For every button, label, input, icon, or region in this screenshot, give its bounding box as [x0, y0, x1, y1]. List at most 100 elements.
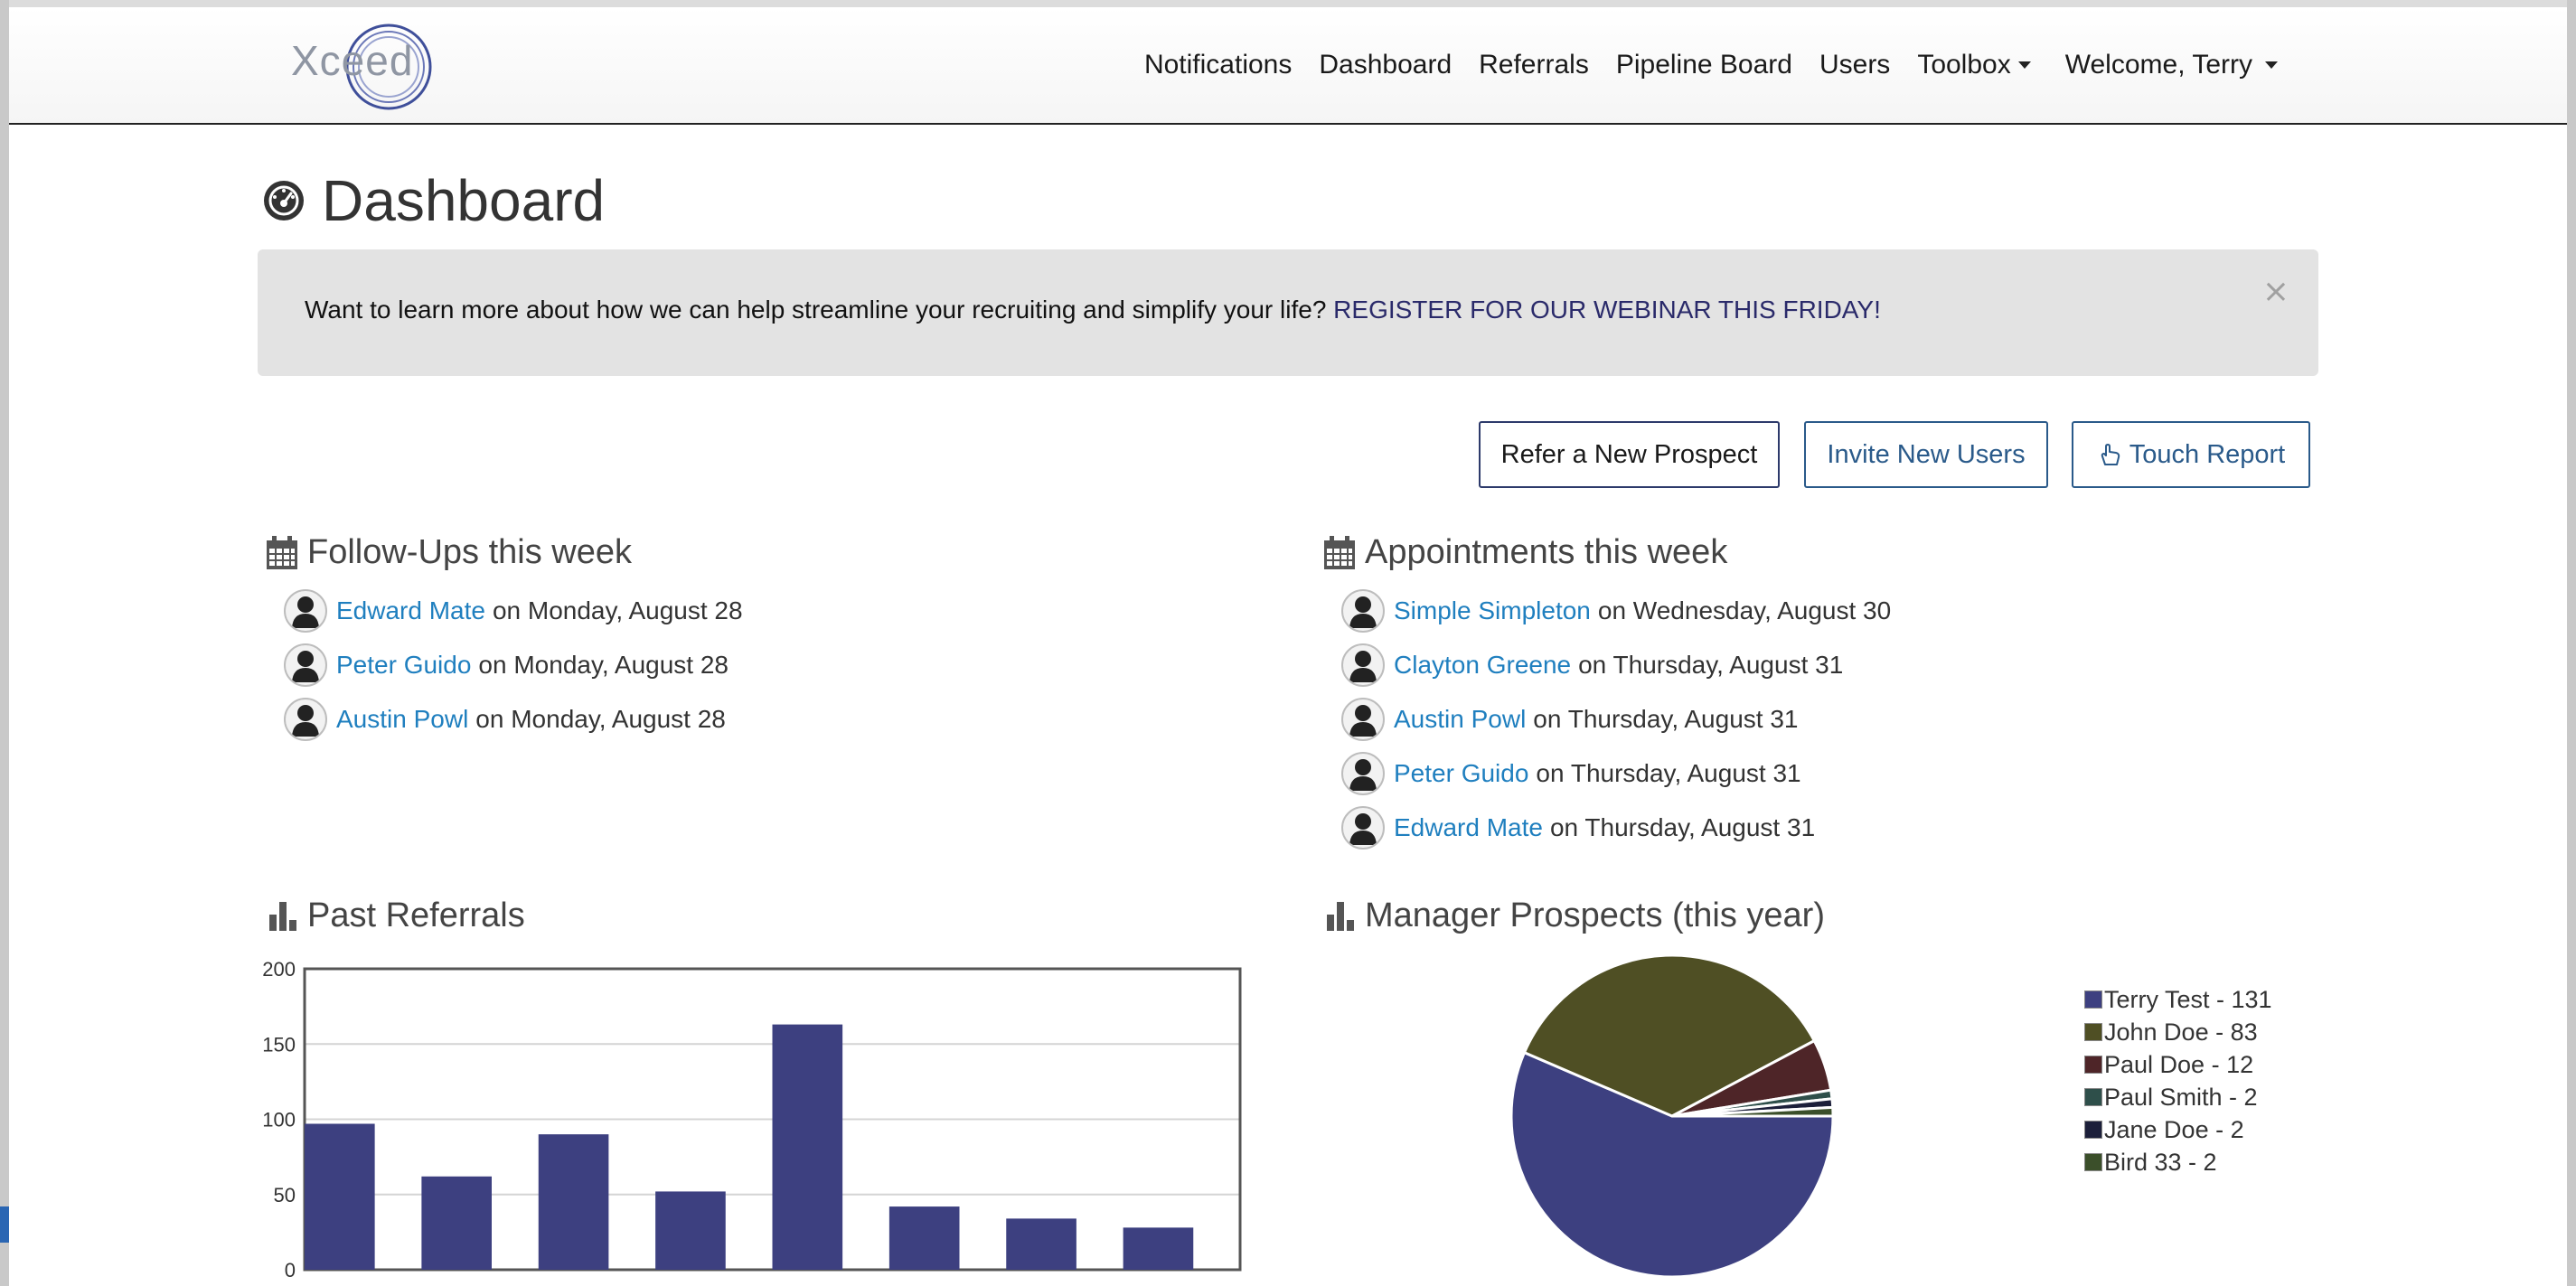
- alert-text: Want to learn more about how we can help…: [305, 296, 1327, 324]
- y-tick-label: 150: [262, 1033, 296, 1056]
- calendar-icon: [1324, 535, 1355, 569]
- prospect-name-link[interactable]: Edward Mate: [336, 596, 485, 624]
- past-referrals-chart: 0 50 100 150 200: [262, 958, 1242, 1281]
- bar: [772, 1024, 843, 1270]
- appointments-list: Simple Simpleton on Wednesday, August 30 C…: [1341, 584, 1891, 855]
- window-left-border: [0, 0, 9, 1286]
- top-navbar: Xceed Notifications Dashboard Referrals …: [9, 7, 2567, 125]
- hand-pointer-icon: [2101, 444, 2120, 465]
- user-avatar-icon: [1349, 759, 1377, 791]
- prospect-name-link[interactable]: Clayton Greene: [1394, 651, 1572, 679]
- past-referrals-heading: Past Referrals: [268, 896, 525, 935]
- chevron-down-icon: [2017, 61, 2031, 69]
- avatar: [284, 698, 327, 741]
- alert-message: Want to learn more about how we can help…: [305, 296, 1881, 324]
- list-item: Edward Mate on Monday, August 28: [284, 584, 743, 638]
- legend-label: John Doe - 83: [2104, 1018, 2258, 1046]
- nav-users[interactable]: Users: [1819, 50, 1891, 80]
- date-text: on Wednesday, August 30: [1597, 596, 1892, 624]
- user-avatar-icon: [292, 596, 319, 628]
- list-item: Peter Guido on Monday, August 28: [284, 638, 743, 692]
- date-text: on Thursday, August 31: [1549, 813, 1816, 841]
- calendar-icon: [267, 535, 297, 569]
- bar-chart-icon: [269, 901, 296, 931]
- y-tick-label: 50: [274, 1184, 296, 1206]
- followups-list: Edward Mate on Monday, August 28 Peter Gui…: [284, 584, 743, 746]
- prospect-name-link[interactable]: Austin Powl: [336, 705, 469, 733]
- nav-toolbox-label: Toolbox: [1917, 50, 2011, 80]
- nav-dashboard[interactable]: Dashboard: [1319, 50, 1453, 80]
- list-item: Clayton Greene on Thursday, August 31: [1341, 638, 1891, 692]
- page-title-text: Dashboard: [322, 168, 606, 233]
- bar: [421, 1176, 492, 1270]
- logo-text[interactable]: Xceed: [291, 37, 414, 84]
- nav-referrals[interactable]: Referrals: [1479, 50, 1589, 80]
- legend-label: Bird 33 - 2: [2104, 1148, 2217, 1176]
- followups-heading: Follow-Ups this week: [266, 533, 632, 572]
- past-referrals-title: Past Referrals: [307, 896, 525, 934]
- y-tick-label: 0: [285, 1259, 296, 1281]
- avatar: [1341, 698, 1385, 741]
- user-avatar-icon: [292, 651, 319, 682]
- legend-swatch: [2084, 1153, 2102, 1171]
- pie-legend: Terry Test - 131 John Doe - 83 Paul Doe - …: [2084, 983, 2272, 1178]
- avatar: [1341, 643, 1385, 687]
- legend-swatch: [2084, 1023, 2102, 1041]
- legend-swatch: [2084, 1121, 2102, 1139]
- nav-toolbox[interactable]: Toolbox: [1917, 50, 2031, 80]
- avatar: [1341, 806, 1385, 850]
- prospect-name-link[interactable]: Austin Powl: [1394, 705, 1527, 733]
- manager-prospects-heading: Manager Prospects (this year): [1325, 896, 1825, 935]
- legend-item: Terry Test - 131: [2084, 983, 2272, 1016]
- list-item: Peter Guido on Thursday, August 31: [1341, 746, 1891, 801]
- prospect-name-link[interactable]: Peter Guido: [336, 651, 472, 679]
- chevron-down-icon: [2265, 61, 2278, 69]
- avatar: [284, 589, 327, 633]
- close-icon[interactable]: ×: [2261, 273, 2289, 310]
- window-edge-highlight: [0, 1206, 9, 1243]
- followups-title: Follow-Ups this week: [307, 533, 632, 571]
- avatar: [1341, 589, 1385, 633]
- prospect-name-link[interactable]: Peter Guido: [1394, 759, 1529, 787]
- appointments-heading: Appointments this week: [1323, 533, 1727, 572]
- webinar-register-link[interactable]: REGISTER FOR OUR WEBINAR THIS FRIDAY!: [1333, 296, 1881, 324]
- user-avatar-icon: [1349, 705, 1377, 737]
- date-text: on Monday, August 28: [492, 596, 743, 624]
- user-avatar-icon: [1349, 813, 1377, 845]
- nav-user-menu[interactable]: Welcome, Terry: [2065, 50, 2278, 80]
- window-top-border: [0, 0, 2576, 7]
- user-avatar-icon: [292, 705, 319, 737]
- legend-item: Paul Smith - 2: [2084, 1081, 2272, 1113]
- legend-swatch: [2084, 1088, 2102, 1106]
- user-avatar-icon: [1349, 651, 1377, 682]
- window-right-border: [2567, 0, 2576, 1286]
- webinar-alert: Want to learn more about how we can help…: [258, 249, 2318, 376]
- manager-prospects-pie: [1509, 953, 1835, 1279]
- nav-menu: Notifications Dashboard Referrals Pipeli…: [1117, 7, 2278, 123]
- touch-report-button[interactable]: Touch Report: [2072, 421, 2310, 488]
- bar: [1123, 1227, 1194, 1270]
- bar: [888, 1206, 960, 1270]
- prospect-name-link[interactable]: Simple Simpleton: [1394, 596, 1591, 624]
- date-text: on Monday, August 28: [478, 651, 729, 679]
- legend-label: Paul Smith - 2: [2104, 1083, 2258, 1111]
- pie-slice: [1522, 953, 1817, 1118]
- nav-notifications[interactable]: Notifications: [1143, 50, 1293, 80]
- logo-circle-icon: [345, 23, 432, 110]
- manager-prospects-title: Manager Prospects (this year): [1365, 896, 1825, 934]
- appointments-title: Appointments this week: [1365, 533, 1728, 571]
- legend-item: Paul Doe - 12: [2084, 1048, 2272, 1081]
- bar: [305, 1123, 375, 1270]
- refer-prospect-button[interactable]: Refer a New Prospect: [1479, 421, 1780, 488]
- list-item: Austin Powl on Monday, August 28: [284, 692, 743, 746]
- y-tick-label: 200: [262, 958, 296, 981]
- bar: [655, 1191, 726, 1270]
- legend-item: Jane Doe - 2: [2084, 1113, 2272, 1146]
- date-text: on Thursday, August 31: [1578, 651, 1844, 679]
- legend-item: Bird 33 - 2: [2084, 1146, 2272, 1178]
- nav-pipeline-board[interactable]: Pipeline Board: [1615, 50, 1792, 80]
- prospect-name-link[interactable]: Edward Mate: [1394, 813, 1543, 841]
- welcome-label: Welcome, Terry: [2064, 50, 2252, 80]
- invite-users-button[interactable]: Invite New Users: [1804, 421, 2048, 488]
- page-title: Dashboard: [262, 167, 605, 234]
